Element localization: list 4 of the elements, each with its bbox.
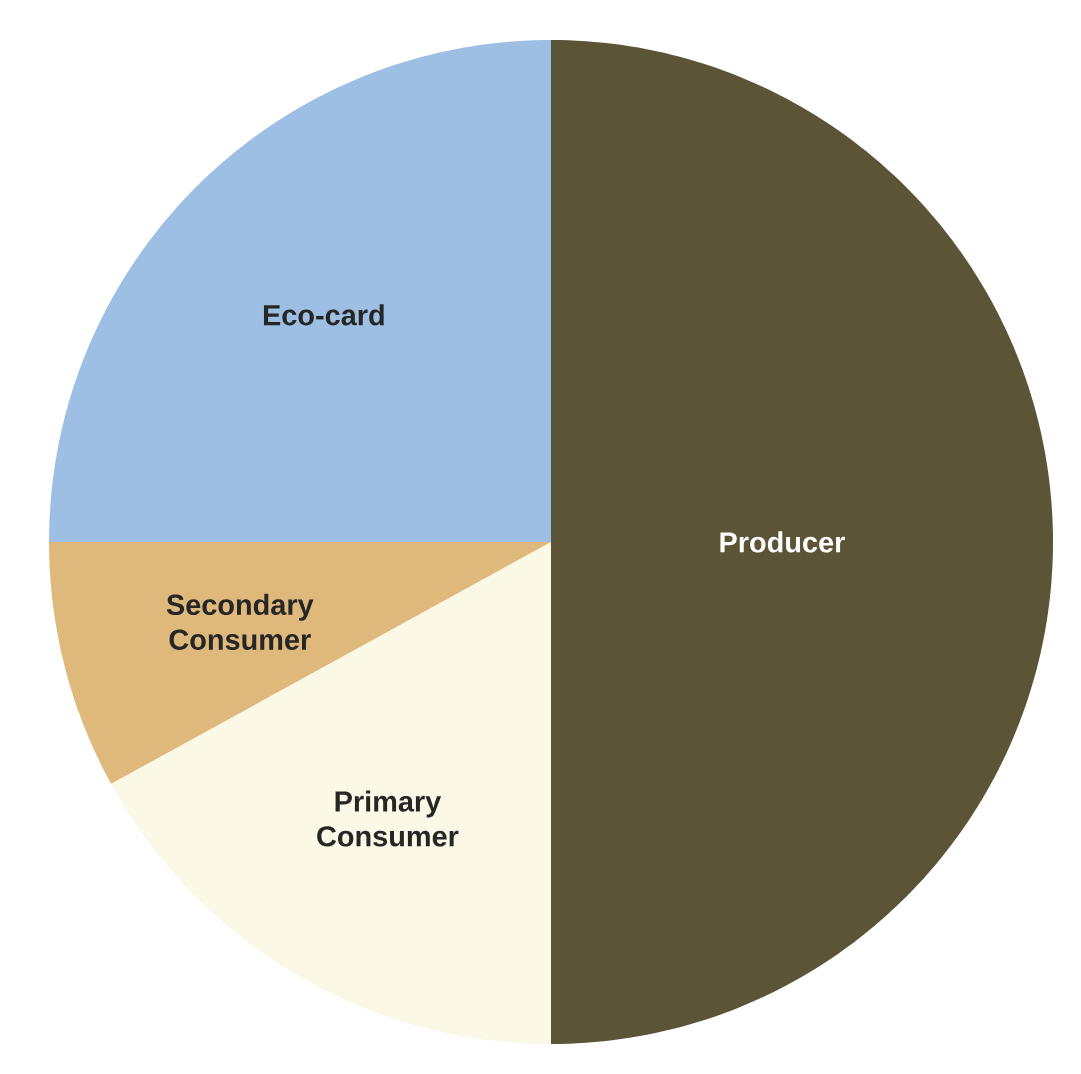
slice-label: Producer — [720, 531, 845, 553]
slice-label: Primary Consumer — [317, 790, 459, 847]
slice-label: Secondary Consumer — [166, 593, 314, 650]
slice-label: Eco-card — [263, 304, 384, 326]
